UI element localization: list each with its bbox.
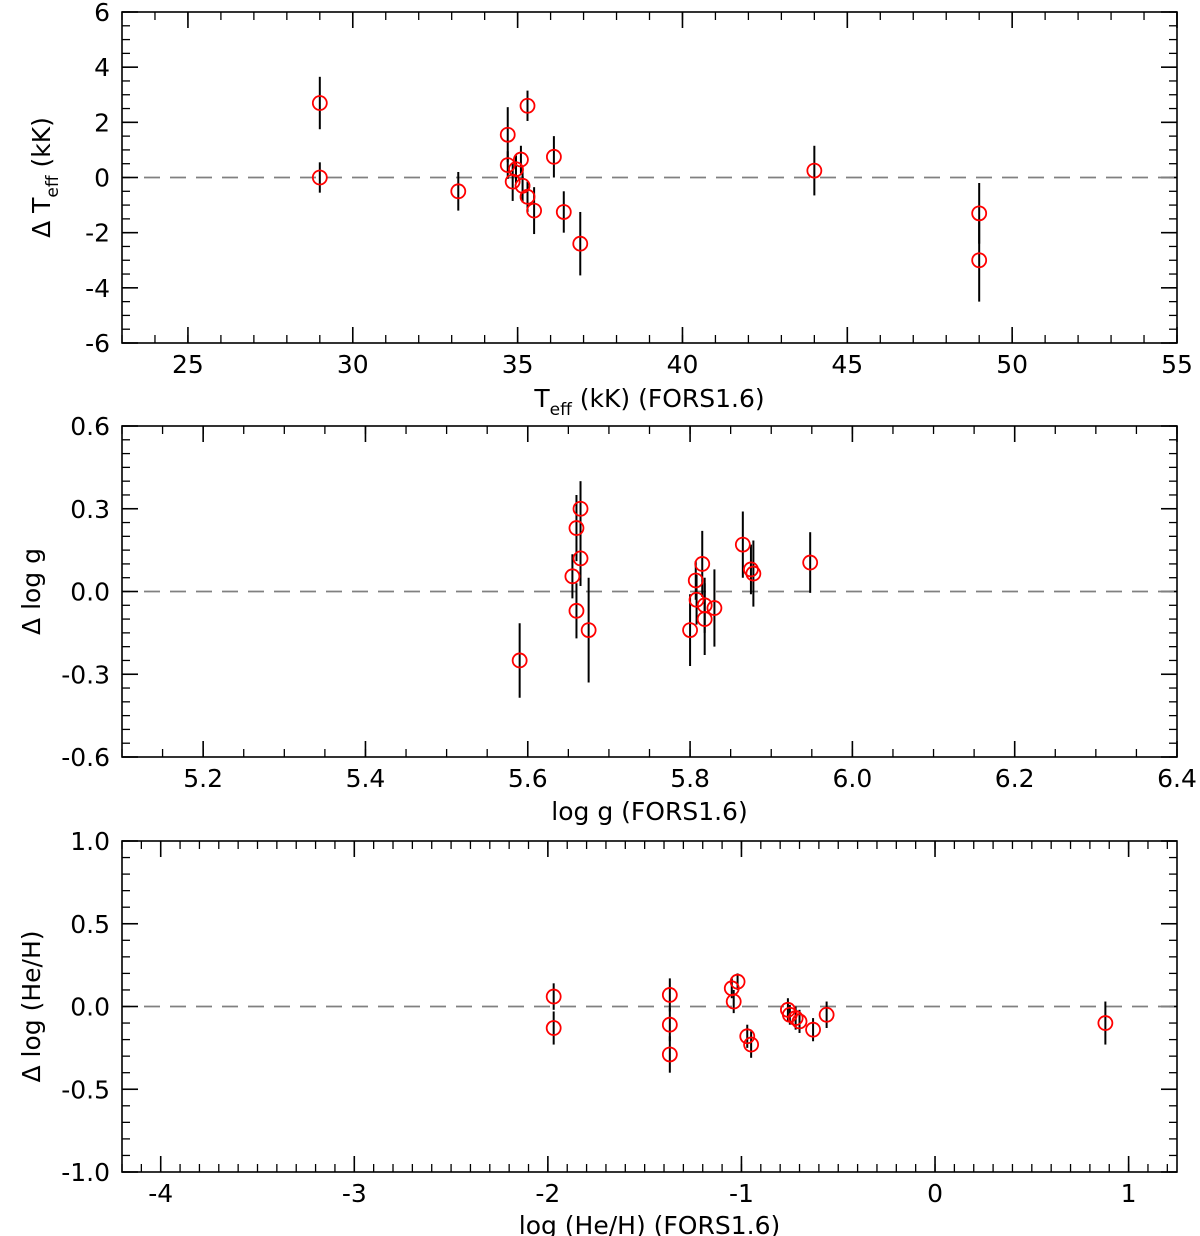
y-axis-label: Δ log (He/H) <box>17 930 46 1082</box>
data-point-marker <box>706 600 723 616</box>
data-point-marker <box>311 95 328 111</box>
data-point-marker <box>519 188 536 205</box>
data-point-marker <box>555 204 572 220</box>
data-point-marker <box>545 148 562 165</box>
data-point-marker <box>818 1006 835 1023</box>
data-point-marker <box>511 652 528 669</box>
data-point-marker <box>745 565 762 582</box>
y-tick-label: -6 <box>85 329 110 358</box>
x-axis-label: Teff (kK) (FORS1.6) <box>533 384 764 420</box>
panel-hehe: -4 -3 -2 -1 0 1 -1.0 -0.5 0.0 0.5 1.0 log (He/H) (F… <box>17 827 1178 1236</box>
y-tick-label: 0.5 <box>70 910 110 939</box>
panel-teff: 25 30 35 40 45 50 55 -6 -4 -2 0 2 4 6 Teff (kK) (FORS1… <box>27 0 1193 420</box>
x-tick-label: 0 <box>927 1179 943 1208</box>
data-point-marker <box>568 520 585 536</box>
data-point-marker <box>682 622 698 639</box>
x-tick-label: 5.4 <box>346 764 386 793</box>
data-point-marker <box>725 993 742 1010</box>
y-axis-label: Δ Teff (kK) <box>27 117 63 238</box>
data-point-marker <box>734 536 751 553</box>
data-point-marker <box>508 161 524 178</box>
y-tick-label: -4 <box>85 274 110 303</box>
y-tick-label: 0.0 <box>70 993 110 1022</box>
data-point-marker <box>687 572 704 589</box>
y-tick-label: 6 <box>94 0 110 27</box>
x-tick-label: 50 <box>996 350 1028 379</box>
y-axis-label: Δ log g <box>17 548 46 635</box>
x-tick-label: -1 <box>729 1179 754 1208</box>
y-tick-label: 0.3 <box>70 495 110 524</box>
data-point-marker <box>743 1036 760 1053</box>
data-point-marker <box>572 235 589 252</box>
data-point-marker <box>545 1020 562 1036</box>
x-tick-label: 35 <box>502 350 534 379</box>
x-tick-label: 5.6 <box>508 764 548 793</box>
data-point-marker <box>311 169 328 186</box>
data-point-marker <box>688 591 705 608</box>
data-point-marker <box>513 151 529 168</box>
data-point-marker <box>971 205 988 222</box>
x-tick-label: 25 <box>172 350 204 379</box>
x-tick-label: 30 <box>337 350 369 379</box>
data-point-marker <box>519 97 536 114</box>
data-point-marker <box>661 987 678 1003</box>
x-tick-label: 6.2 <box>995 764 1035 793</box>
data-point-marker <box>499 157 516 173</box>
y-tick-label: 1.0 <box>70 827 110 856</box>
data-point-marker <box>572 500 589 517</box>
data-point-marker <box>1097 1015 1114 1031</box>
y-tick-label: -1.0 <box>61 1158 110 1187</box>
data-point-marker <box>805 1021 821 1038</box>
y-tick-label: 0.0 <box>70 578 110 607</box>
x-tick-label: 5.8 <box>670 764 710 793</box>
data-point-marker <box>661 1016 678 1033</box>
y-tick-label: 0.6 <box>70 412 110 441</box>
data-point-marker <box>729 973 746 990</box>
x-tick-label: 5.2 <box>183 764 223 793</box>
y-tick-label: -0.3 <box>61 660 110 689</box>
x-tick-label: 45 <box>831 350 863 379</box>
data-point-marker <box>694 556 711 572</box>
data-point-marker <box>545 988 562 1005</box>
data-point-marker <box>661 1046 678 1063</box>
data-point-marker <box>568 602 585 619</box>
y-tick-label: 4 <box>94 53 110 82</box>
data-point-marker <box>791 1013 808 1030</box>
y-tick-label: -0.6 <box>61 743 110 772</box>
data-point-marker <box>806 162 823 179</box>
x-tick-label: 40 <box>667 350 699 379</box>
y-tick-label: -2 <box>85 219 110 248</box>
x-tick-label: 6.0 <box>833 764 873 793</box>
y-tick-label: 2 <box>94 108 110 137</box>
data-point-marker <box>499 126 516 143</box>
data-point-marker <box>564 568 581 585</box>
x-axis-label: log g (FORS1.6) <box>551 797 747 826</box>
x-tick-label: -3 <box>342 1179 367 1208</box>
y-tick-label: 0 <box>94 164 110 193</box>
y-tick-label: -0.5 <box>61 1075 110 1104</box>
x-tick-label: 55 <box>1161 350 1193 379</box>
panel-logg: 5.2 5.4 5.6 5.8 6.0 6.2 6.4 -0.6 -0.3 0.0 0.3 0.6 lo… <box>17 412 1197 826</box>
data-point-marker <box>739 1028 756 1045</box>
data-point-marker <box>802 554 819 571</box>
data-point-marker <box>572 550 589 567</box>
data-point-marker <box>696 611 713 627</box>
data-point-marker <box>787 1010 804 1026</box>
data-point-marker <box>580 622 597 639</box>
x-tick-label: 1 <box>1121 1179 1137 1208</box>
x-axis-label: log (He/H) (FORS1.6) <box>519 1211 780 1236</box>
x-tick-label: -2 <box>535 1179 560 1208</box>
data-point-marker <box>450 183 467 200</box>
data-point-marker <box>971 252 988 269</box>
x-tick-label: 6.4 <box>1157 764 1197 793</box>
data-point-marker <box>526 202 543 219</box>
x-tick-label: -4 <box>148 1179 173 1208</box>
